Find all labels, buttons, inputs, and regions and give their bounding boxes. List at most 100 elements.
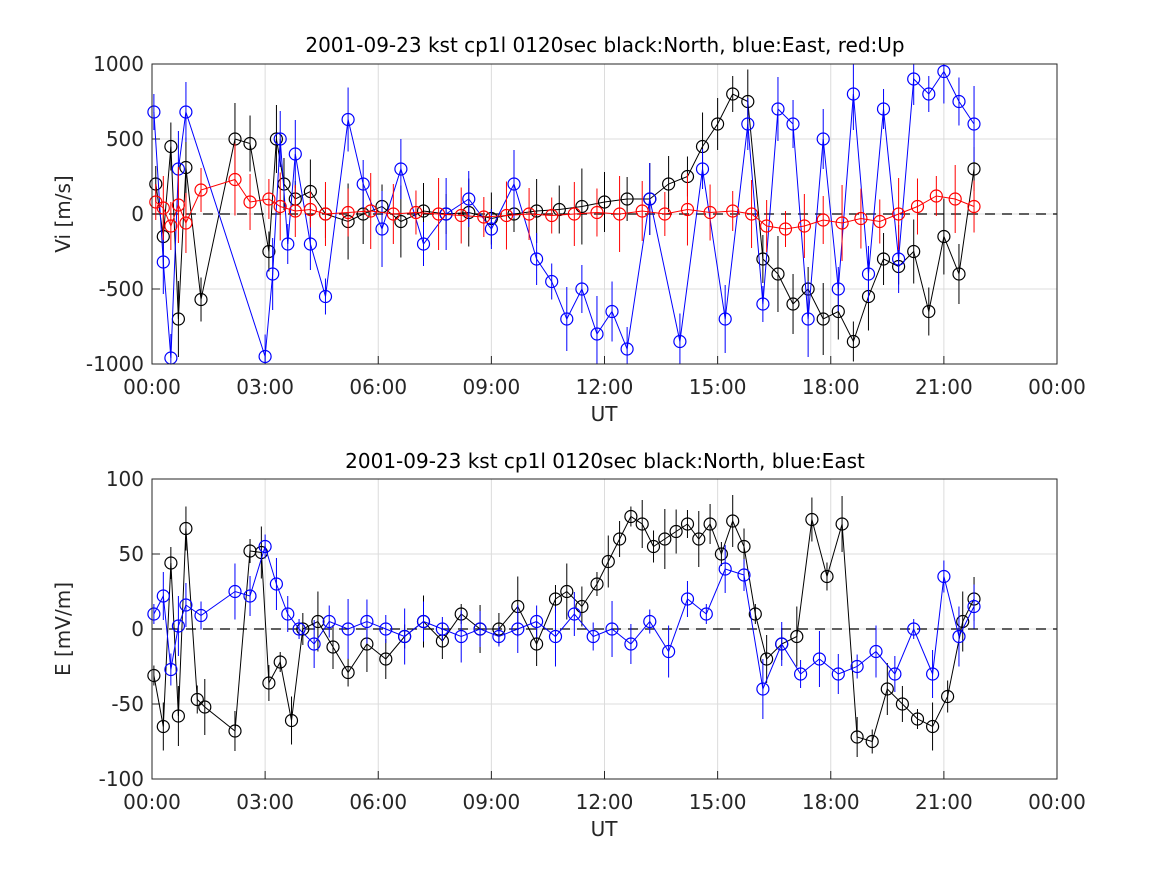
electric-field-series-east-point — [179, 598, 193, 612]
electric-field-series-east-point — [643, 614, 657, 629]
velocity-series-north-point — [394, 214, 408, 229]
electric-field-series-east-point — [888, 667, 902, 681]
electric-field-series-north-line — [153, 515, 975, 743]
electric-field-y-tick-label: 50 — [119, 542, 144, 566]
electric-field-series-east-point — [416, 614, 431, 629]
electric-field-series-north-point — [669, 524, 683, 539]
velocity-series-up-point — [454, 208, 468, 223]
electric-field-series-north-point — [171, 709, 185, 723]
velocity-series-up-point — [273, 199, 287, 214]
velocity-tick-labels: 00:00 03:00 06:00 09:00 12:00 15:00 18:00 21:00… — [86, 52, 1086, 399]
velocity-series-up-point — [386, 207, 400, 221]
velocity-series-east-line — [153, 70, 975, 359]
electric-field-series-east-point — [680, 592, 695, 606]
electric-field-series-north-point — [820, 569, 834, 584]
velocity-series-up-point — [797, 219, 812, 233]
electric-field-series-north-point — [895, 697, 910, 711]
velocity-y-tick-label: 500 — [106, 127, 144, 151]
velocity-series-up-point — [873, 214, 887, 229]
electric-field-series-east-point — [398, 629, 412, 644]
velocity-x-tick-label: 06:00 — [349, 375, 407, 399]
electric-field-panel-title: 2001-09-23 kst cp1l 0120sec black:North,… — [345, 449, 865, 473]
velocity-data-marks — [147, 64, 981, 365]
electric-field-series-north-point — [624, 509, 638, 524]
electric-field-series-east-point — [194, 608, 208, 623]
electric-field-series-north-point — [190, 692, 204, 707]
velocity-series-up-point — [477, 210, 491, 224]
velocity-series-east-point — [560, 312, 574, 326]
electric-field-series-north-point — [590, 577, 604, 591]
velocity-series-east-point — [846, 87, 861, 101]
velocity-x-tick-label: 09:00 — [463, 375, 521, 399]
velocity-x-tick-label: 00:00 — [1028, 375, 1086, 399]
velocity-series-east-point — [179, 105, 193, 119]
electric-field-series-east-point — [258, 539, 272, 554]
velocity-series-east-point — [831, 282, 845, 296]
velocity-x-axis-label: UT — [591, 402, 619, 426]
velocity-series-east-point — [891, 252, 906, 266]
electric-field-series-east-point — [907, 622, 921, 636]
electric-field-series-east-point — [435, 622, 449, 636]
velocity-series-east-point — [147, 105, 161, 119]
velocity-series-north-point — [816, 312, 830, 326]
velocity-series-north-point — [937, 229, 951, 244]
electric-field-series-east-point — [269, 577, 283, 591]
electric-field-series-north-point — [575, 599, 589, 614]
velocity-series-up-point — [522, 207, 536, 221]
velocity-series-up-point — [303, 202, 317, 217]
velocity-series-east-point — [356, 177, 370, 191]
velocity-series-north-point — [529, 204, 544, 218]
electric-field-series-east-point — [473, 622, 487, 636]
electric-field-series-east-point — [624, 637, 638, 651]
velocity-series-east-point — [281, 237, 295, 251]
electric-field-series-east-point — [454, 629, 468, 644]
electric-field-x-tick-label: 00:00 — [1028, 790, 1086, 814]
velocity-series-north-point — [710, 117, 725, 131]
electric-field-x-tick-label: 00:00 — [123, 790, 181, 814]
velocity-series-up-point — [341, 205, 355, 220]
velocity-series-east-point — [967, 117, 981, 131]
electric-field-x-tick-label: 18:00 — [802, 790, 860, 814]
velocity-series-north-point — [922, 304, 936, 319]
electric-field-x-tick-label: 15:00 — [689, 790, 747, 814]
electric-field-series-north-point — [805, 512, 819, 527]
electric-field-series-north-point — [601, 554, 615, 569]
velocity-series-north-point — [262, 244, 276, 259]
electric-field-series-north-point — [692, 532, 706, 546]
velocity-series-up-point — [726, 204, 740, 218]
electric-field-series-north-point — [790, 629, 804, 644]
velocity-series-east-point — [484, 222, 498, 236]
electric-field-series-east-point — [567, 607, 581, 621]
velocity-series-north-point — [907, 244, 921, 259]
velocity-series-east-point — [529, 252, 544, 266]
electric-field-series-north-point — [529, 637, 544, 651]
electric-field-series-north-point — [273, 655, 287, 669]
velocity-series-up-point — [590, 205, 604, 220]
velocity-series-up-point — [194, 183, 208, 197]
electric-field-x-tick-label: 21:00 — [915, 790, 973, 814]
electric-field-series-east-point — [492, 629, 506, 644]
velocity-series-up-point — [156, 201, 170, 215]
velocity-series-up-point — [262, 192, 276, 206]
electric-field-series-east-point — [307, 637, 321, 651]
electric-field-series-north-point — [147, 668, 161, 683]
electric-field-series-east-point — [775, 637, 789, 651]
electric-field-series-north-point — [198, 700, 212, 714]
velocity-series-north-point — [575, 199, 589, 214]
electric-field-series-east-point — [699, 607, 713, 621]
velocity-x-tick-label: 15:00 — [689, 375, 747, 399]
velocity-x-tick-label: 18:00 — [802, 375, 860, 399]
velocity-series-north-point — [416, 204, 431, 218]
electric-field-axes-box — [151, 478, 1058, 780]
velocity-series-north-point — [194, 292, 208, 307]
velocity-series-east-point — [907, 72, 921, 86]
velocity-series-up-point — [288, 204, 302, 218]
velocity-x-tick-label: 00:00 — [123, 375, 181, 399]
velocity-series-east-point — [341, 112, 355, 127]
electric-field-data-marks — [147, 495, 981, 757]
electric-field-series-north-point — [737, 539, 751, 554]
electric-field-series-east-point — [511, 622, 525, 636]
velocity-series-north-point — [756, 252, 770, 266]
velocity-y-tick-label: 0 — [131, 202, 144, 226]
